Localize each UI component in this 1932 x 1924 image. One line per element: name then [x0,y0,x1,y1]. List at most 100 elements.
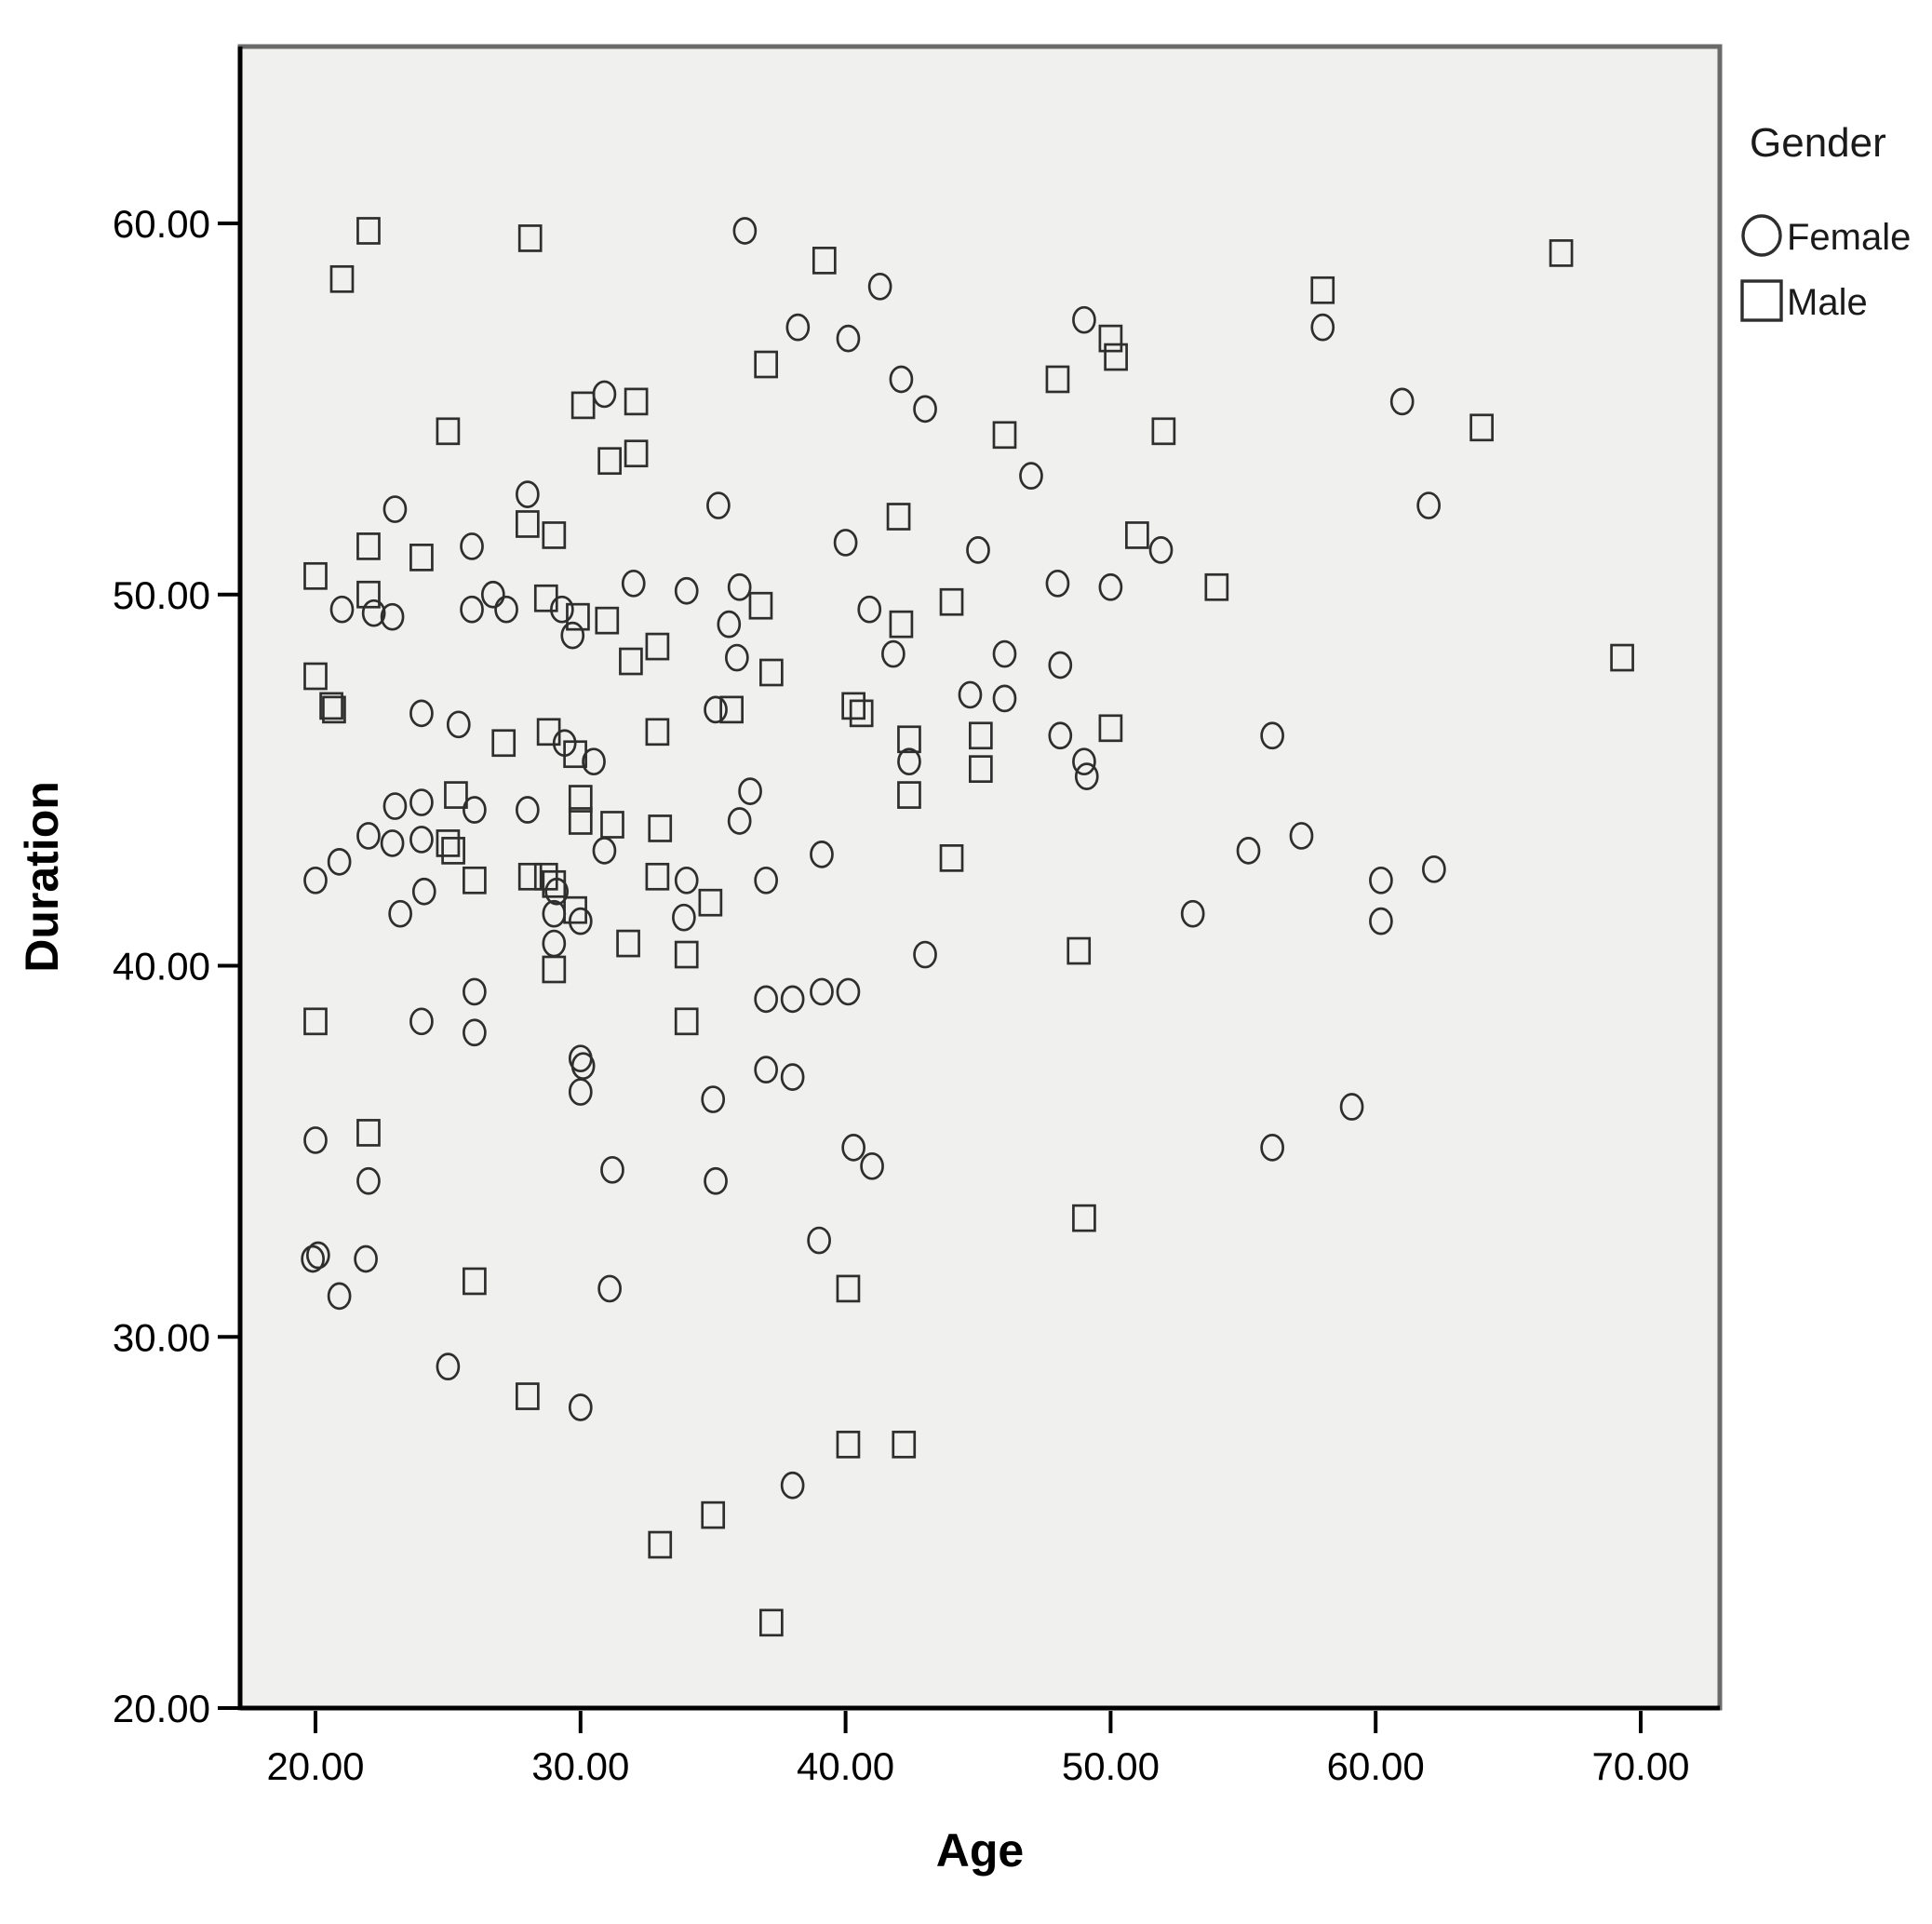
data-point-female [1260,721,1284,750]
data-point-male [836,1431,861,1459]
data-point-female [550,595,574,624]
legend-label-male: Male [1787,282,1868,323]
x-axis-ticks: 20.00 30.00 40.00 50.00 60.00 70.00 [266,1711,1690,1788]
data-point-male [563,895,587,924]
data-point-female [780,985,805,1014]
data-point-female [780,1063,805,1091]
data-point-male [570,391,596,420]
male-square-icon [1740,279,1783,322]
data-point-female [810,841,834,868]
data-point-female [727,572,752,601]
data-point-male [1151,417,1176,446]
data-point-female [1048,721,1073,750]
data-point-female [356,1166,381,1195]
legend-title: Gender [1750,120,1886,166]
data-point-female [780,1471,805,1500]
data-point-male [648,1530,673,1559]
data-point-female [1289,822,1314,850]
data-point-female [1369,907,1393,935]
data-point-female [672,903,696,932]
data-point-male [536,718,561,747]
data-point-male [897,781,921,809]
data-point-female [409,788,434,816]
data-point-male [356,1119,381,1147]
y-axis-ticks: 20.00 30.00 40.00 50.00 60.00 [113,202,240,1730]
data-point-female [463,977,487,1006]
data-point-male [897,725,921,754]
data-point-male [303,1007,328,1036]
x-tick-label: 50.00 [1062,1744,1160,1788]
data-point-male [568,785,593,813]
data-point-female [836,977,861,1006]
data-point-female [409,699,434,728]
data-point-male [645,632,670,661]
data-point-male [849,699,874,728]
data-point-male [563,740,587,769]
data-point-female [568,1078,593,1106]
data-point-female [992,684,1017,713]
data-point-male [322,695,346,724]
data-point-female [1369,866,1393,895]
data-point-male [939,844,964,872]
data-point-female [600,1155,624,1184]
data-point-male [1204,572,1229,601]
data-point-female [446,710,471,739]
female-circle-icon [1741,214,1782,257]
data-point-male [303,662,328,691]
data-point-male [1072,1204,1096,1232]
data-point-female [732,217,758,245]
y-tick-label: 50.00 [113,573,210,617]
data-point-female [436,1352,461,1381]
plot-area [237,44,1723,1711]
data-point-female [303,1126,328,1154]
data-point-male [491,729,517,758]
data-point-male [1104,343,1128,371]
x-tick-label: 20.00 [266,1744,364,1788]
data-point-female [380,829,405,857]
data-point-female [706,491,731,519]
data-point-female [754,985,779,1014]
data-point-female [1422,854,1446,883]
data-point-male [624,387,649,416]
data-point-female [724,643,749,672]
data-point-female [411,877,436,906]
data-point-female [1310,313,1335,342]
data-point-male [836,1274,861,1303]
data-point-male [329,264,355,293]
data-point-female [966,536,990,564]
data-point-male [444,781,468,809]
data-point-female [356,822,381,850]
data-point-male [889,610,914,639]
y-tick-label: 60.00 [113,202,210,246]
data-point-male [616,929,640,958]
data-point-female [1074,762,1099,790]
data-point-female [1416,491,1442,519]
data-point-male [648,814,673,842]
data-point-male [566,602,590,631]
data-point-male [992,421,1017,450]
data-point-female [354,1245,378,1273]
data-point-female [717,610,742,639]
data-point-female [1045,569,1070,598]
data-point-female [305,1241,330,1270]
data-point-male [759,1608,784,1637]
data-point-male [517,862,543,891]
data-point-male [1610,643,1634,672]
data-point-male [319,692,343,720]
data-point-male [698,888,723,917]
data-point-male [1469,413,1494,442]
data-point-male [568,807,593,835]
data-point-female [380,602,405,631]
data-point-female [301,1245,326,1273]
data-point-male [754,350,779,379]
data-point-male [463,1267,487,1296]
data-point-female [674,866,699,895]
data-point-female [841,1134,865,1162]
data-point-female [597,1274,622,1303]
data-point-female [881,639,906,668]
data-point-female [1148,536,1174,564]
data-point-male [1125,521,1149,549]
y-axis-title: Duration [16,781,68,973]
data-point-male [542,521,567,549]
data-point-female [701,1085,726,1113]
